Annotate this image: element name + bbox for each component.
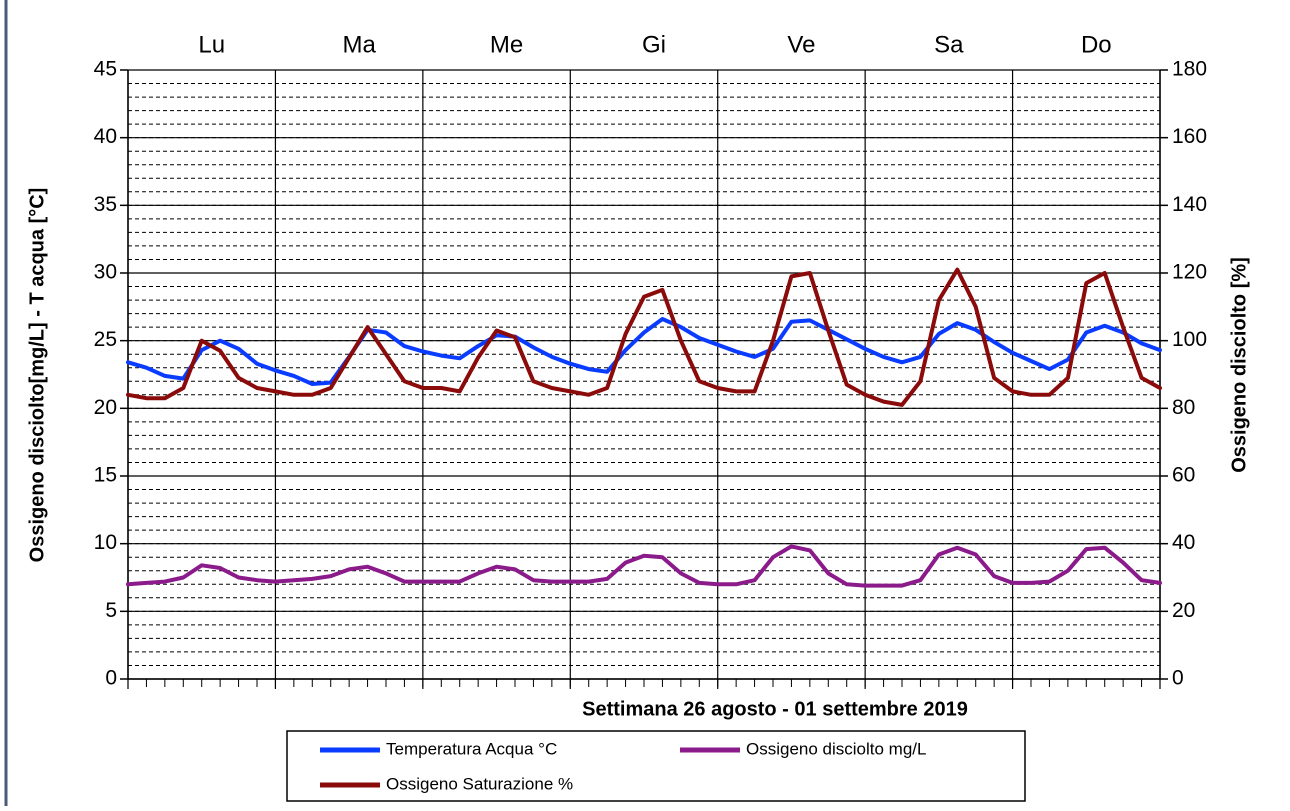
y-tick-label: 25 bbox=[94, 328, 117, 351]
series-line bbox=[126, 544, 1162, 588]
series-line bbox=[126, 267, 1162, 407]
y-tick-label: 10 bbox=[94, 531, 117, 554]
y-tick-label: 5 bbox=[105, 599, 117, 622]
y2-tick-label: 60 bbox=[1172, 464, 1195, 487]
y-tick-label: 20 bbox=[94, 396, 117, 419]
day-label: Me bbox=[490, 31, 523, 58]
legend-box bbox=[286, 730, 1026, 802]
y-tick-label: 40 bbox=[94, 125, 117, 148]
y-axis-title: Ossigeno disciolto[mg/L] - T acqua [°C] bbox=[26, 188, 48, 563]
legend-label: Temperatura Acqua °C bbox=[386, 739, 557, 758]
y2-tick-label: 0 bbox=[1172, 667, 1184, 690]
y2-tick-label: 140 bbox=[1172, 193, 1207, 216]
legend-label: Ossigeno disciolto mg/L bbox=[746, 739, 926, 758]
day-label: Gi bbox=[642, 31, 666, 58]
y-tick-label: 35 bbox=[94, 193, 117, 216]
y2-axis-title: Ossigeno disciolto [%] bbox=[1228, 257, 1250, 473]
y2-tick-label: 100 bbox=[1172, 328, 1207, 351]
y-tick-label: 30 bbox=[94, 261, 117, 284]
day-label: Lu bbox=[198, 31, 225, 58]
x-axis-title: Settimana 26 agosto - 01 settembre 2019 bbox=[582, 698, 968, 720]
y2-tick-label: 120 bbox=[1172, 261, 1207, 284]
y2-tick-label: 80 bbox=[1172, 396, 1195, 419]
legend-label: Ossigeno Saturazione % bbox=[386, 774, 573, 793]
day-label: Ve bbox=[787, 31, 815, 58]
y2-tick-label: 40 bbox=[1172, 531, 1195, 554]
y2-tick-label: 20 bbox=[1172, 599, 1195, 622]
series-line bbox=[126, 317, 1162, 386]
day-label: Sa bbox=[934, 31, 964, 58]
y2-tick-label: 180 bbox=[1172, 58, 1207, 81]
y-tick-label: 15 bbox=[94, 464, 117, 487]
day-label: Do bbox=[1081, 31, 1112, 58]
y2-tick-label: 160 bbox=[1172, 125, 1207, 148]
y-tick-label: 45 bbox=[94, 58, 117, 81]
y-tick-label: 0 bbox=[105, 667, 117, 690]
day-label: Ma bbox=[342, 31, 376, 58]
